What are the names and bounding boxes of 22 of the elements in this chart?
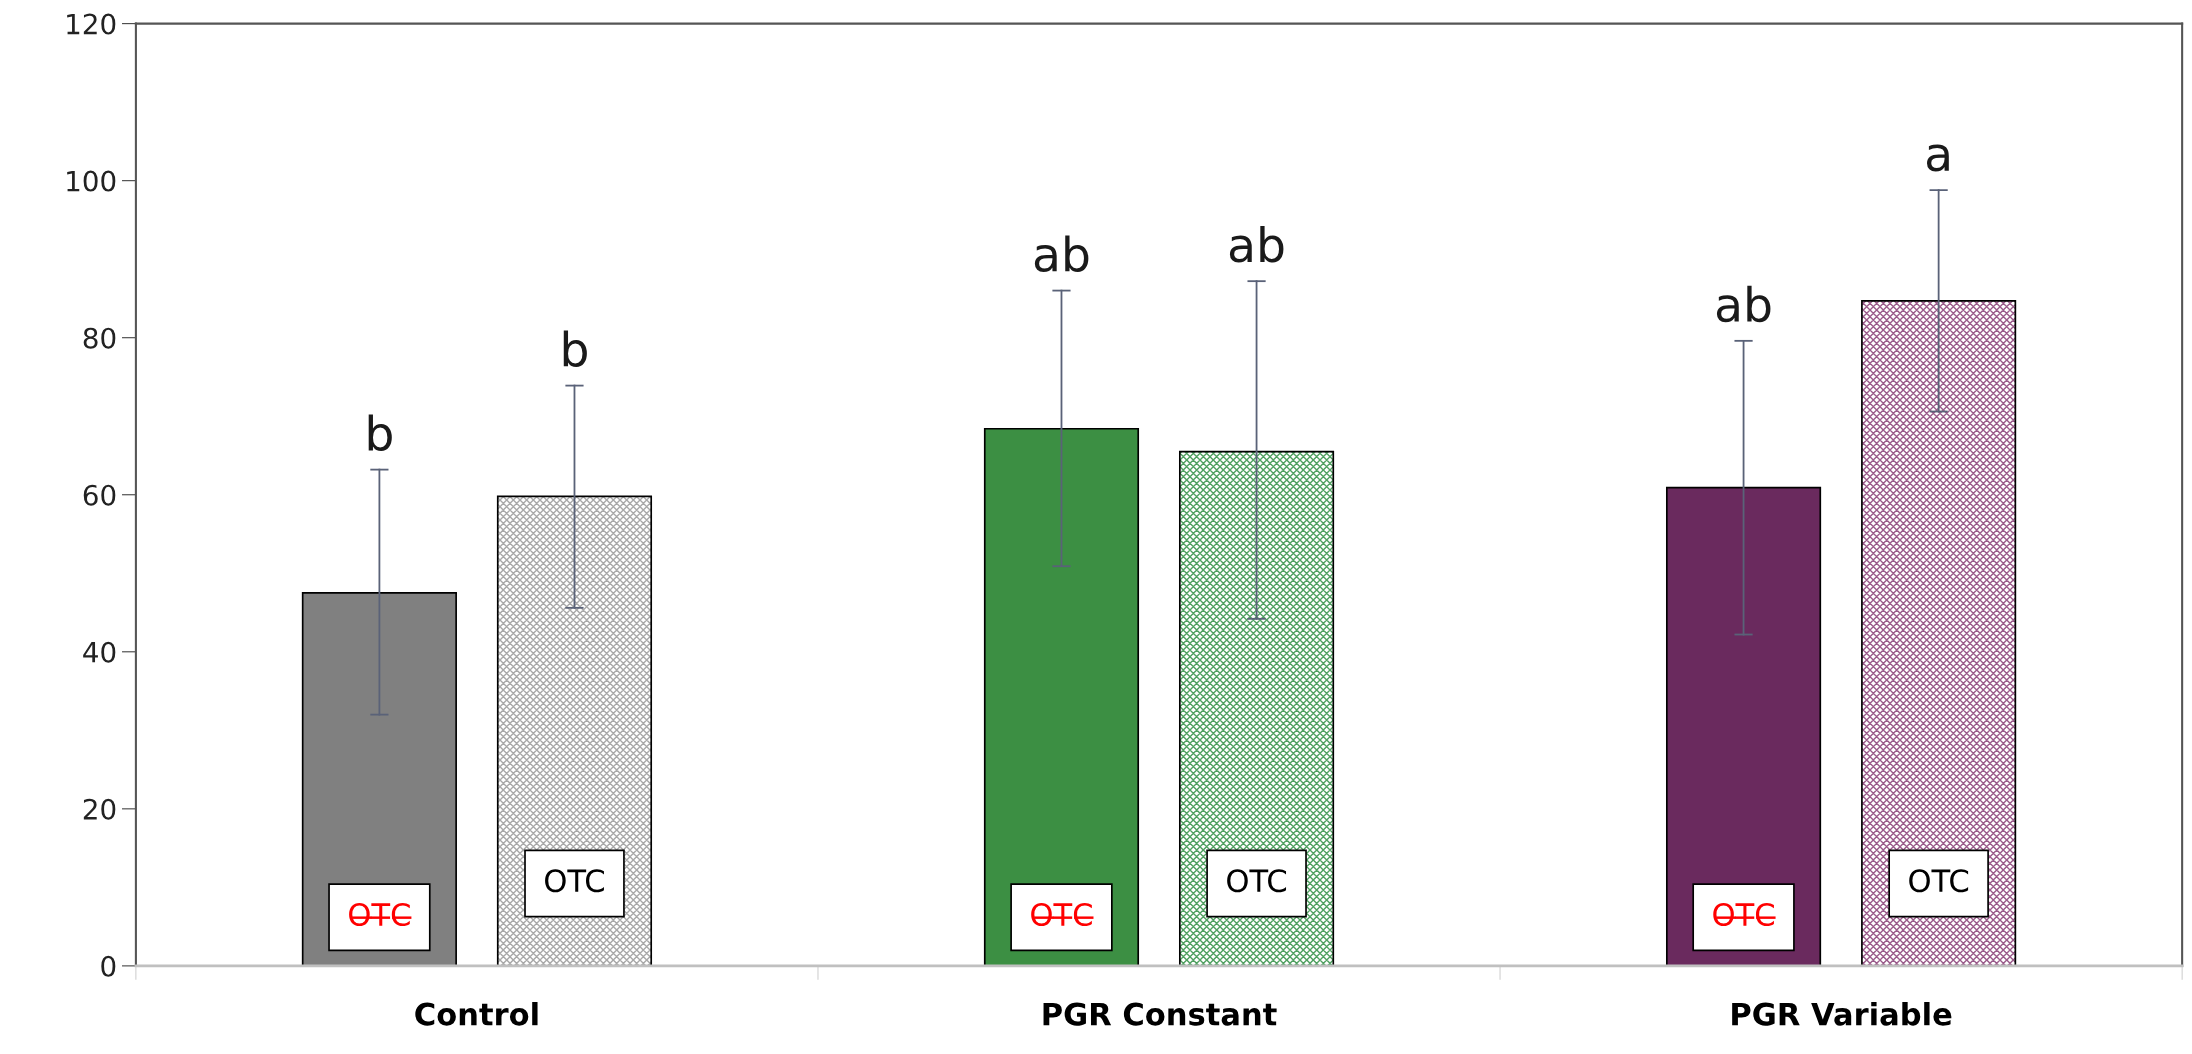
text: O̶T̶C̶ [1713,902,1776,927]
x-tick-label: PGR Variable [1732,1002,1952,1026]
y-tick-label: 40 [83,641,116,663]
y-tick-label: 100 [67,170,116,192]
series-label: O̶T̶C̶ [349,902,412,927]
annotation: b [368,414,392,452]
text: OTC [1909,869,1969,893]
x-tick-label: PGR Constant [1043,1002,1277,1026]
y-tick-label: 80 [83,327,116,349]
annotation: b [563,330,587,368]
annotation: a [1927,144,1949,172]
x-tick-label: Control [415,1002,538,1026]
y-tick-label: 120 [67,13,116,35]
annotation: ab [1034,235,1089,273]
annotation: ab [1229,226,1284,263]
y-tick-label: 60 [83,484,116,506]
series-label: OTC [545,869,604,893]
y-tick-label: 0 [101,955,116,977]
text: O̶T̶C̶ [1031,902,1094,927]
annotation: ab [1716,285,1771,323]
text: OTC [1227,869,1287,893]
y-tick-label: 20 [83,798,116,820]
